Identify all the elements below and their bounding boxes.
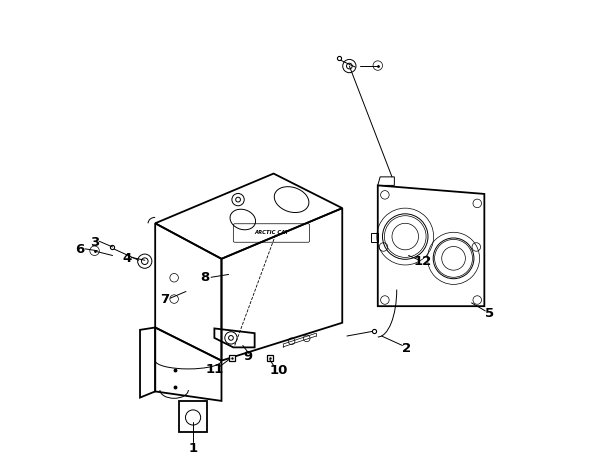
Text: 4: 4 <box>122 252 132 266</box>
Text: 3: 3 <box>90 236 99 249</box>
Text: 10: 10 <box>269 363 288 377</box>
Text: 9: 9 <box>243 351 252 363</box>
Text: ARCTIC CAT: ARCTIC CAT <box>254 230 289 235</box>
Text: 8: 8 <box>201 271 210 284</box>
Text: 7: 7 <box>160 293 169 305</box>
Text: 6: 6 <box>75 243 84 256</box>
Text: 11: 11 <box>205 363 223 376</box>
Text: 12: 12 <box>414 255 432 268</box>
Text: 1: 1 <box>188 442 198 455</box>
Text: 2: 2 <box>402 342 411 355</box>
Text: 5: 5 <box>484 307 493 320</box>
